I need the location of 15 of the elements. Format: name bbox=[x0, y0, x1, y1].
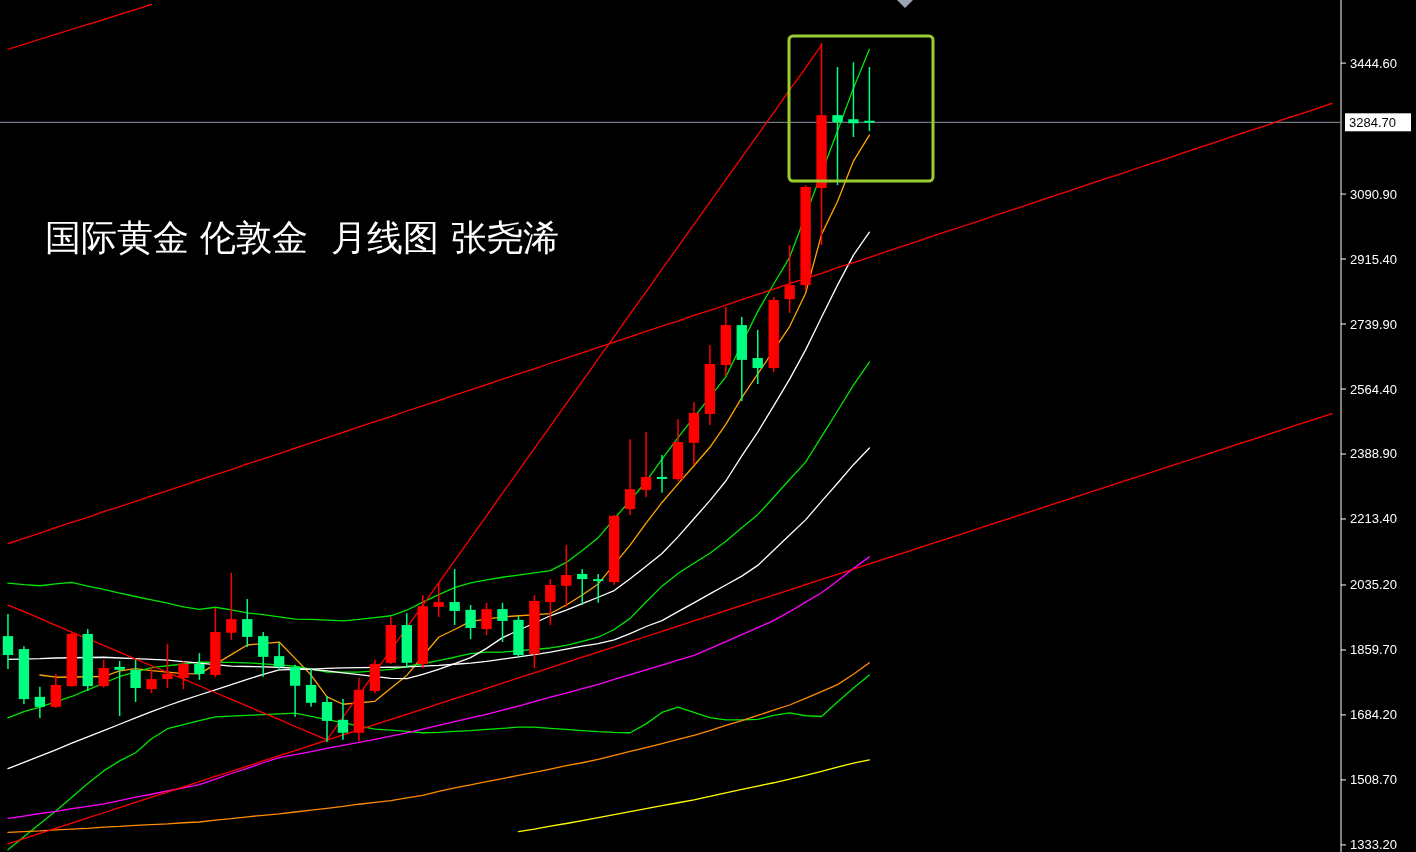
title: 国际黄金 伦敦金 月线图 张尧浠 bbox=[45, 217, 559, 258]
y-tick-label: 1333.20 bbox=[1350, 837, 1397, 852]
y-tick-label: 2213.40 bbox=[1350, 511, 1397, 527]
y-tick-label: 2388.90 bbox=[1350, 446, 1397, 462]
y-tick-label: 2915.40 bbox=[1350, 251, 1397, 267]
y-tick-label: 2739.90 bbox=[1350, 316, 1397, 332]
y-tick-label: 1859.70 bbox=[1350, 642, 1397, 658]
y-tick-label: 1508.70 bbox=[1350, 772, 1397, 788]
y-tick-label: 3444.60 bbox=[1350, 55, 1397, 71]
y-tick-label: 1684.20 bbox=[1350, 707, 1397, 723]
y-tick-label: 2564.40 bbox=[1350, 381, 1397, 397]
y-tick-label: 3090.90 bbox=[1350, 186, 1397, 202]
ref-line-label: 3284.70 bbox=[1345, 113, 1411, 132]
y-tick-label: 2035.20 bbox=[1350, 577, 1397, 593]
ref-line-label: 3284.70 bbox=[1349, 114, 1396, 130]
